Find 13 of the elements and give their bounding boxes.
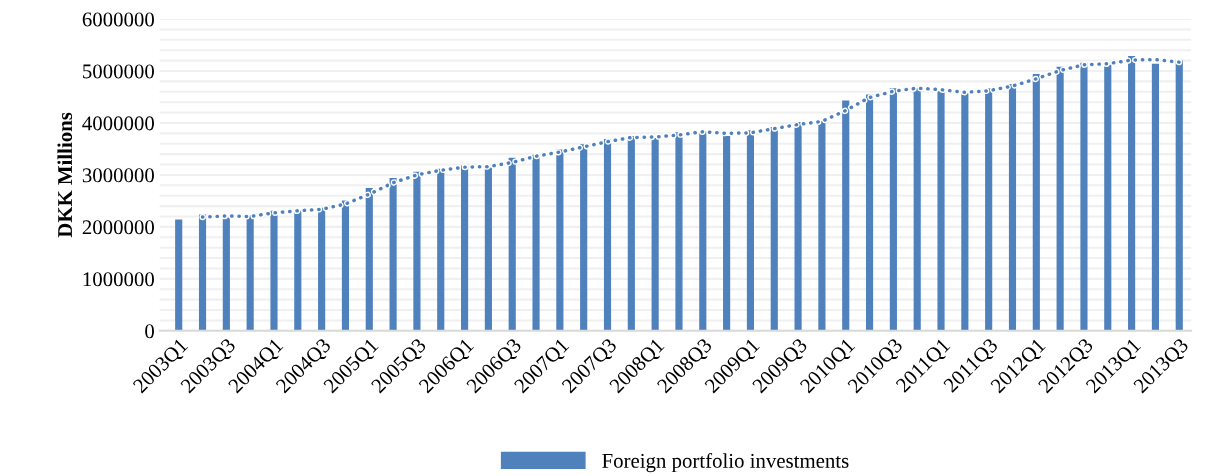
legend-label: Foreign portfolio investments	[602, 453, 849, 473]
y-axis-title: DKK Millions	[57, 112, 73, 238]
y-tick-label: 6000000	[82, 12, 154, 27]
bar	[175, 219, 183, 331]
y-tick-label: 1000000	[83, 272, 154, 287]
y-tick-label: 5000000	[83, 64, 154, 79]
y-tick-label: 4000000	[82, 116, 154, 131]
y-tick-label: 0	[145, 324, 154, 339]
bar	[675, 132, 683, 331]
bar	[1151, 63, 1159, 331]
y-tick-label: 3000000	[82, 168, 154, 183]
bar	[484, 167, 492, 331]
y-tick-label: 2000000	[82, 220, 154, 235]
